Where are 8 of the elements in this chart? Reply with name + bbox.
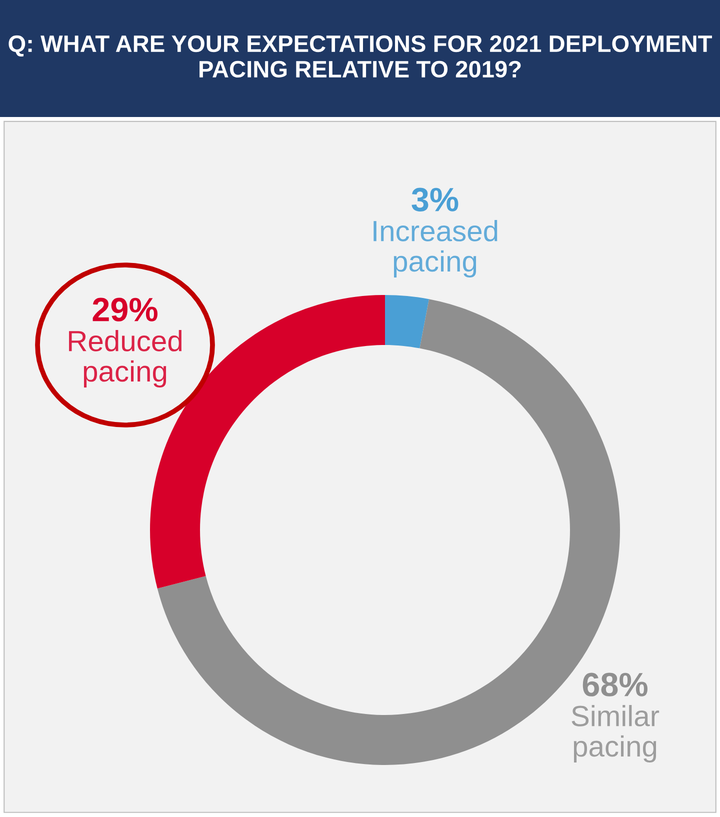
slice-label: Increased pacing bbox=[374, 220, 498, 278]
slice-label: Reduced pacing bbox=[69, 330, 182, 388]
slice-label: Similar pacing bbox=[572, 705, 660, 763]
data-label: 3% bbox=[412, 188, 458, 212]
data-label: 68% bbox=[582, 672, 648, 696]
donut-slice bbox=[385, 295, 430, 348]
data-label: 29% bbox=[92, 298, 158, 322]
chart-title: Q: WHAT ARE YOUR EXPECTATIONS FOR 2021 DEPLOYMENT PACING RELATIVE TO 2019? bbox=[8, 35, 712, 78]
